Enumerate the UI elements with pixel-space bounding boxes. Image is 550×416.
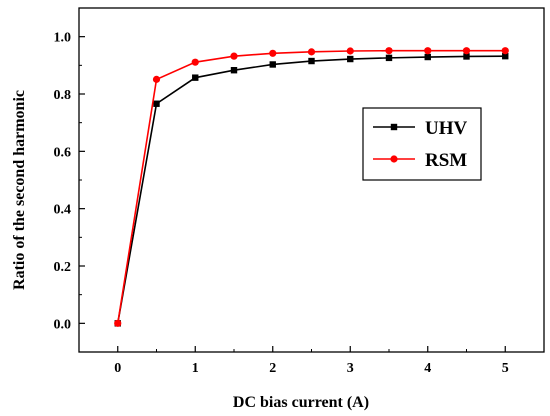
legend-item-uhv: UHV (373, 118, 468, 139)
x-tick-label: 5 (502, 361, 509, 376)
data-point (502, 52, 509, 60)
legend-label: UHV (425, 118, 468, 139)
series-line-uhv (116, 55, 506, 324)
data-point (269, 61, 276, 68)
legend-item-rsm: RSM (373, 150, 467, 171)
data-point (153, 100, 160, 107)
y-tick-label: 0.6 (54, 145, 72, 160)
x-tick-label: 3 (347, 361, 354, 376)
tick-marks (79, 36, 506, 352)
x-tick-label: 0 (114, 361, 121, 376)
series-rsm (114, 47, 509, 327)
data-point (346, 47, 354, 55)
legend-marker (390, 123, 398, 131)
series-layer (114, 47, 509, 327)
data-point (307, 48, 316, 56)
x-tick-label: 4 (424, 361, 431, 376)
data-point (269, 49, 277, 57)
y-tick-label: 0.4 (54, 203, 72, 218)
data-point (230, 52, 238, 60)
data-point (385, 47, 393, 55)
y-tick-label: 0.0 (54, 317, 72, 332)
tick-labels: 0 1 2 3 4 5 0.0 0.2 0.4 0.6 0.8 1.0 (54, 31, 509, 376)
data-point (114, 319, 122, 327)
data-point (191, 58, 199, 66)
legend-box (362, 107, 482, 181)
y-tick-label: 1.0 (54, 31, 72, 46)
data-point (192, 74, 199, 81)
y-tick-label: 0.2 (54, 260, 72, 275)
data-point (347, 55, 354, 63)
data-point (501, 47, 509, 55)
data-point (308, 57, 315, 65)
y-tick-label: 0.8 (54, 88, 72, 103)
x-axis-label: DC bias current (A) (233, 394, 369, 411)
data-point (230, 67, 238, 74)
legend-label: RSM (425, 150, 467, 171)
y-axis-label: Ratio of the second harmonic (11, 90, 28, 290)
data-point (463, 53, 470, 60)
data-point (385, 54, 393, 62)
legend-marker (390, 155, 398, 163)
legend: UHV RSM (362, 107, 482, 181)
data-point (424, 47, 432, 55)
series-uhv (114, 52, 509, 327)
data-point (424, 53, 431, 61)
x-tick-label: 2 (269, 361, 276, 376)
data-point (152, 75, 161, 83)
data-point (462, 47, 471, 55)
x-tick-label: 1 (192, 361, 199, 376)
